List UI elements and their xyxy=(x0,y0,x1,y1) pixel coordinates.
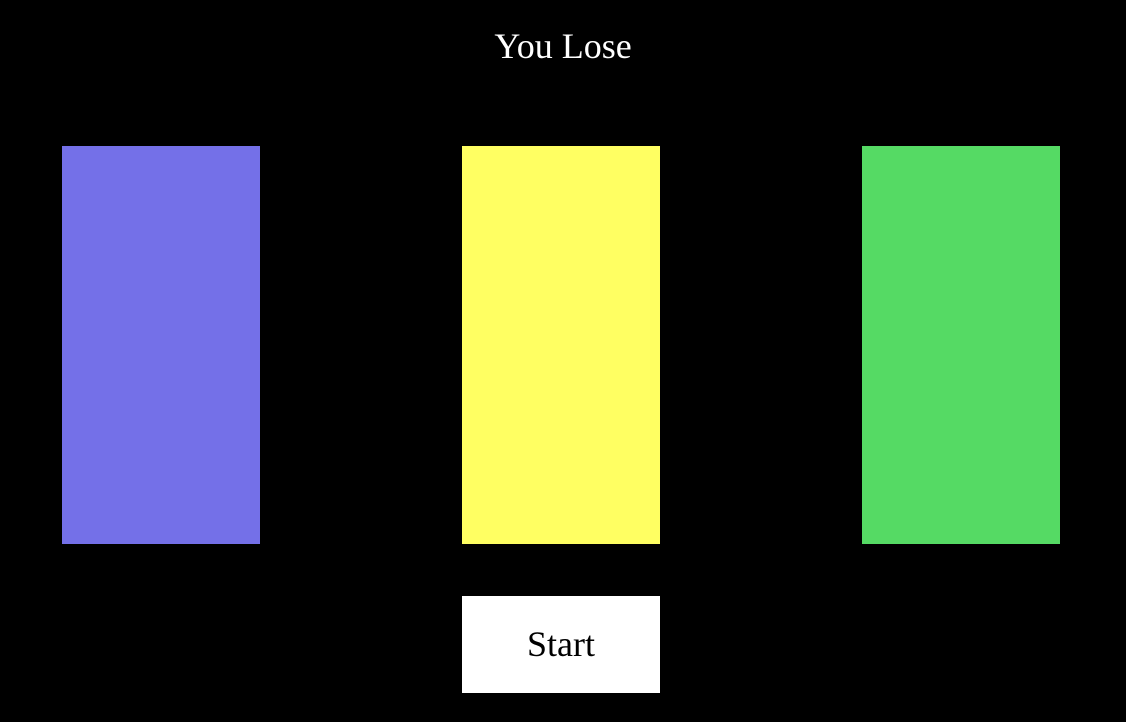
game-status-message: You Lose xyxy=(494,26,632,66)
color-panel-green[interactable] xyxy=(862,146,1060,544)
start-button[interactable]: Start xyxy=(462,596,660,693)
color-panel-yellow[interactable] xyxy=(462,146,660,544)
color-panel-blue[interactable] xyxy=(62,146,260,544)
